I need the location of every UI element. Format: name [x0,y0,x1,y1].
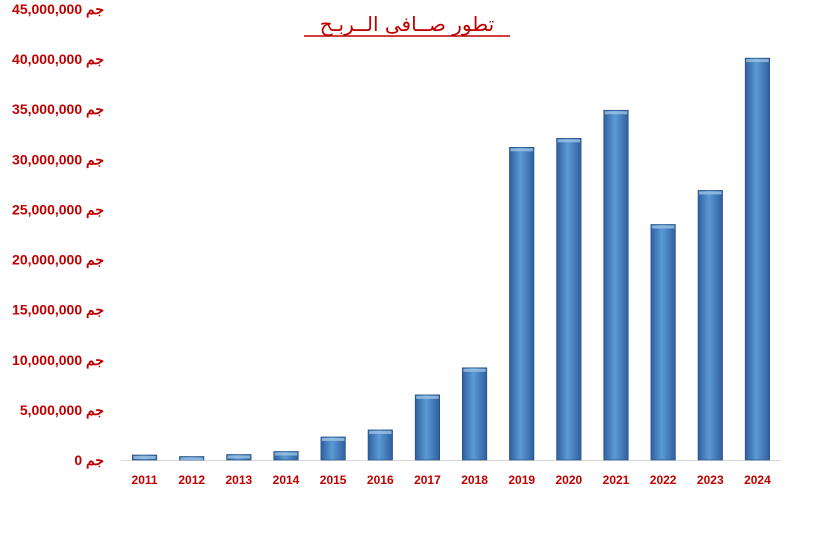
x-tick-label: 2015 [320,473,347,487]
bar-cap-2016 [369,430,392,434]
bar-cap-2022 [651,225,675,229]
x-tick-label: 2021 [603,473,630,487]
bar-cap-2014 [274,452,298,456]
y-tick-label: 35,000,000 جم [12,101,104,118]
bar-cap-2011 [133,455,156,459]
y-tick-label: 5,000,000 جم [20,402,104,419]
bar-cap-2013 [227,455,251,459]
x-tick-label: 2023 [697,473,724,487]
bar-2022 [650,224,676,461]
y-tick-label: 25,000,000 جم [12,201,104,218]
bar-cap-2017 [416,395,439,399]
bar-cap-2012 [180,457,203,460]
x-tick-label: 2011 [132,473,158,487]
x-tick-label: 2022 [650,473,677,487]
x-tick-label: 2019 [508,473,535,487]
x-tick-label: 2018 [461,473,488,487]
y-tick-label: 10,000,000 جم [12,352,104,369]
x-tick-label: 2020 [556,473,583,487]
x-tick-label: 2024 [744,473,771,487]
bar-2019 [509,147,535,461]
chart-title: تطور صــافى الــربـح [320,12,494,36]
x-tick-label: 2017 [414,473,441,487]
y-tick-label: 30,000,000 جم [12,151,104,168]
x-tick-label: 2016 [367,473,394,487]
bar-cap-2015 [321,437,345,441]
bar-cap-2024 [746,59,769,63]
bar-2016 [367,429,393,461]
bar-2015 [320,436,346,461]
y-tick-label: 15,000,000 جم [12,302,104,319]
y-tick-label: 20,000,000 جم [12,252,104,269]
y-tick-label: 40,000,000 جم [12,51,104,68]
bar-2018 [462,367,488,461]
bar-2017 [414,394,440,461]
bar-cap-2020 [557,139,581,143]
bar-2014 [273,451,299,461]
x-tick-label: 2012 [178,473,205,487]
bar-2024 [744,57,770,461]
x-tick-label: 2014 [273,473,300,487]
y-tick-label: 45,000,000 جم [12,1,104,18]
bar-2020 [556,137,582,461]
bar-cap-2021 [604,111,628,115]
bar-cap-2019 [510,148,533,152]
x-tick-label: 2013 [226,473,253,487]
bar-cap-2023 [699,191,722,195]
bar-2021 [603,109,629,461]
y-axis: 0 جم 5,000,000 جم 10,000,000 جم 15,000,000 … [12,1,104,469]
bars [132,57,770,461]
y-tick-label: 0 جم [74,452,104,469]
bar-cap-2018 [463,368,486,372]
x-axis: 2011 2012 2013 2014 2015 2016 2017 2018 2019 2020… [121,460,781,487]
bar-2023 [697,190,723,461]
